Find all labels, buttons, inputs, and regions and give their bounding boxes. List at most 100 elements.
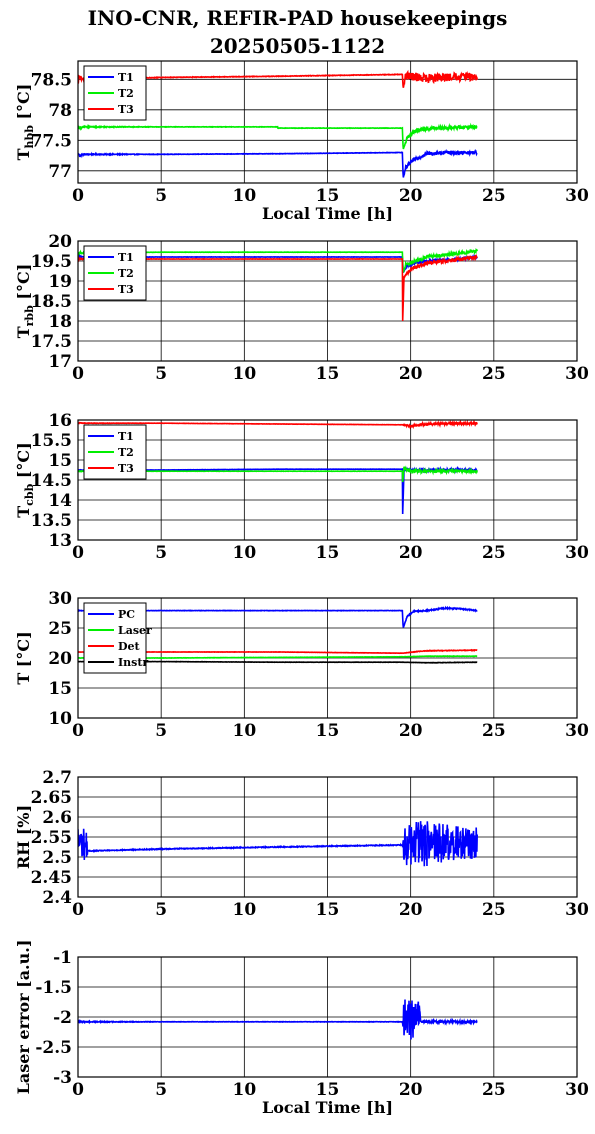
legend-label: PC [118, 608, 135, 621]
x-tick-label: 20 [399, 543, 423, 563]
y-tick-label: 15 [48, 679, 72, 699]
x-tick-label: 25 [482, 900, 506, 920]
y-tick-label: 2.4 [42, 888, 72, 908]
x-tick-label: 0 [72, 543, 84, 563]
x-tick-label: 0 [72, 364, 84, 384]
x-tick-label: 10 [232, 1080, 256, 1100]
x-tick-label: 25 [482, 364, 506, 384]
x-tick-label: 25 [482, 543, 506, 563]
plot-frame [77, 597, 578, 719]
y-axis-label: Laser error [a.u.] [14, 940, 33, 1095]
x-tick-label: 15 [316, 186, 340, 206]
x-tick-label: 20 [399, 1080, 423, 1100]
plot-frame [77, 776, 578, 898]
x-tick-label: 30 [565, 900, 589, 920]
x-tick-label: 30 [565, 1080, 589, 1100]
plot-frame [77, 419, 578, 541]
y-axis-label: RH [%] [14, 805, 33, 869]
x-tick-label: 0 [72, 186, 84, 206]
y-tick-label: 15 [48, 451, 72, 471]
figure-title: INO-CNR, REFIR-PAD housekeepings 2025050… [0, 4, 595, 60]
x-axis-label: Local Time [h] [262, 1098, 393, 1117]
legend: PC Laser Det Instr [83, 602, 152, 674]
x-tick-label: 0 [72, 900, 84, 920]
x-tick-label: 10 [232, 364, 256, 384]
x-tick-label: 15 [316, 364, 340, 384]
x-tick-label: 15 [316, 1080, 340, 1100]
y-tick-label: 17 [48, 352, 72, 372]
y-tick-label: -1.5 [35, 978, 72, 998]
legend-label: T3 [118, 283, 134, 296]
x-tick-label: 30 [565, 543, 589, 563]
x-tick-label: 10 [232, 543, 256, 563]
plot-frame [77, 956, 578, 1078]
y-tick-label: 19 [48, 272, 72, 292]
x-tick-label: 25 [482, 1080, 506, 1100]
y-tick-label: -2.5 [35, 1038, 72, 1058]
y-axis-label: Trbb [°C] [14, 264, 36, 339]
y-tick-label: 14 [48, 491, 72, 511]
series-line-t3 [78, 420, 478, 430]
x-axis-label: Local Time [h] [262, 204, 393, 223]
legend-label: T2 [118, 267, 134, 280]
x-tick-label: 15 [316, 543, 340, 563]
legend: T1 T2 T3 [83, 424, 147, 480]
y-tick-label: 13 [48, 531, 72, 551]
x-tick-label: 5 [155, 721, 167, 741]
y-axis-label: Tcbb [°C] [14, 442, 36, 517]
x-tick-label: 10 [232, 186, 256, 206]
y-tick-label: 78.5 [31, 70, 72, 90]
x-tick-label: 10 [232, 721, 256, 741]
legend-label: T2 [118, 446, 134, 459]
series-line-t2 [78, 122, 478, 150]
y-tick-label: 2.65 [31, 788, 72, 808]
y-axis-label: T [°C] [14, 631, 33, 684]
y-tick-label: 20 [48, 649, 72, 669]
series-line-data [78, 999, 478, 1040]
y-axis-label: Thbb [°C] [14, 84, 36, 161]
x-tick-label: 10 [232, 900, 256, 920]
x-tick-label: 25 [482, 721, 506, 741]
y-tick-label: -2 [53, 1008, 72, 1028]
x-tick-label: 15 [316, 900, 340, 920]
y-tick-label: 2.7 [42, 768, 72, 788]
legend-label: T2 [118, 87, 134, 100]
plot-frame [77, 60, 578, 184]
y-tick-label: 30 [48, 589, 72, 609]
x-tick-label: 20 [399, 721, 423, 741]
y-tick-label: -3 [53, 1068, 72, 1088]
legend-label: T1 [118, 71, 134, 84]
y-tick-label: 77.5 [31, 131, 72, 151]
y-tick-label: 18.5 [31, 292, 72, 312]
y-tick-label: -1 [53, 948, 72, 968]
x-tick-label: 20 [399, 364, 423, 384]
x-tick-label: 5 [155, 900, 167, 920]
legend-label: T1 [118, 251, 134, 264]
y-tick-label: 18 [48, 312, 72, 332]
legend: T1 T2 T3 [83, 245, 147, 301]
y-tick-label: 77 [48, 162, 72, 182]
y-tick-label: 2.45 [31, 868, 72, 888]
legend: T1 T2 T3 [83, 65, 147, 121]
legend-label: Instr [118, 656, 148, 669]
legend-label: T1 [118, 430, 134, 443]
y-tick-label: 13.5 [31, 511, 72, 531]
chart-panel-4: 0 5 10 15 20 25 30 10 15 20 25 30 T [°C] PC Laser Det In… [14, 589, 589, 741]
series-line-data [78, 821, 478, 867]
y-tick-label: 2.5 [42, 848, 72, 868]
legend-label: Det [118, 640, 141, 653]
y-tick-label: 15.5 [31, 431, 72, 451]
y-tick-label: 78 [48, 101, 72, 121]
figure-title-line2: 20250505-1122 [209, 34, 386, 58]
legend-label: Laser [118, 624, 152, 637]
figure-title-line1: INO-CNR, REFIR-PAD housekeepings [87, 6, 508, 30]
x-tick-label: 30 [565, 721, 589, 741]
x-tick-label: 5 [155, 364, 167, 384]
legend-label: T3 [118, 462, 134, 475]
x-tick-label: 0 [72, 1080, 84, 1100]
y-tick-label: 2.6 [42, 808, 72, 828]
